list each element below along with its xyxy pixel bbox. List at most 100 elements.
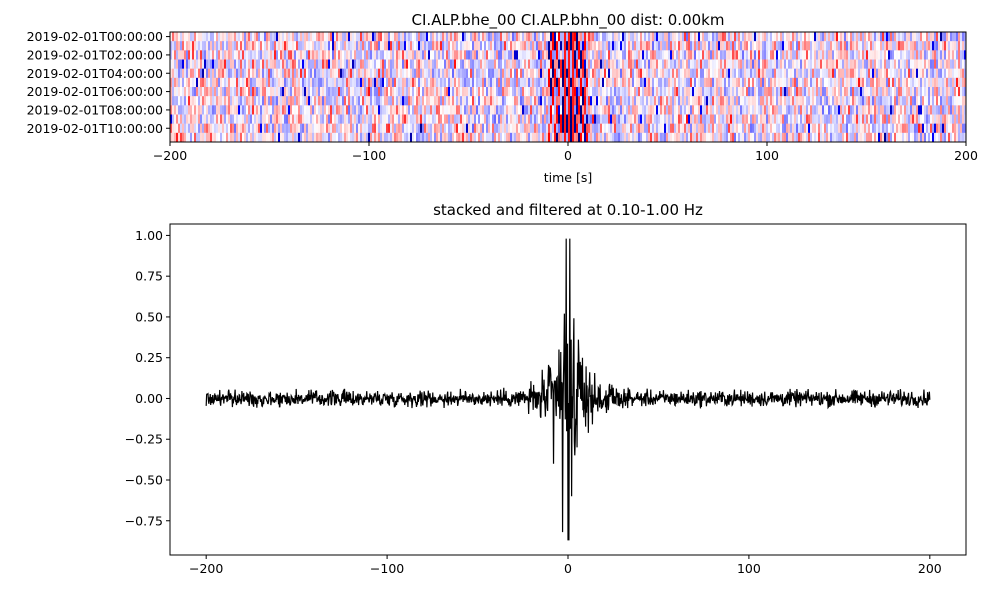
- heatmap-cell: [844, 96, 847, 106]
- heatmap-cell: [534, 114, 537, 124]
- heatmap-cell: [658, 50, 661, 60]
- heatmap-cell: [436, 68, 439, 79]
- heatmap-cell: [278, 50, 281, 60]
- heatmap-cell: [832, 87, 835, 97]
- heatmap-cell: [900, 68, 903, 79]
- heatmap-cell: [812, 77, 815, 88]
- heatmap-cell: [578, 132, 581, 143]
- heatmap-cell: [288, 105, 291, 115]
- heatmap-cell: [586, 114, 589, 124]
- heatmap-cell: [708, 50, 711, 60]
- heatmap-cell: [424, 68, 427, 79]
- heatmap-cell: [352, 68, 355, 79]
- heatmap-cell: [340, 50, 343, 60]
- heatmap-cell: [248, 132, 251, 143]
- heatmap-cell: [414, 50, 417, 60]
- heatmap-cell: [674, 123, 677, 134]
- heatmap-cell: [276, 32, 279, 42]
- heatmap-cell: [850, 77, 853, 88]
- heatmap-cell: [218, 68, 221, 79]
- heatmap-cell: [370, 32, 373, 42]
- heatmap-cell: [936, 41, 939, 51]
- heatmap-cell: [796, 132, 799, 143]
- heatmap-cell: [556, 59, 559, 69]
- heatmap-cell: [384, 96, 387, 106]
- heatmap-cell: [234, 132, 237, 143]
- heatmap-cell: [284, 132, 287, 143]
- heatmap-cell: [510, 41, 513, 51]
- heatmap-cell: [614, 41, 617, 51]
- heatmap-cell: [942, 77, 945, 88]
- heatmap-cell: [824, 114, 827, 124]
- heatmap-cell: [606, 123, 609, 134]
- heatmap-cell: [676, 32, 679, 42]
- heatmap-cell: [674, 77, 677, 88]
- heatmap-cell: [330, 105, 333, 115]
- heatmap-cell: [874, 68, 877, 79]
- heatmap-cell: [858, 68, 861, 79]
- heatmap-cell: [956, 87, 959, 97]
- heatmap-cell: [188, 123, 191, 134]
- heatmap-cell: [376, 96, 379, 106]
- heatmap-cell: [424, 114, 427, 124]
- heatmap-cell: [864, 41, 867, 51]
- heatmap-cell: [558, 77, 561, 88]
- heatmap-cell: [490, 50, 493, 60]
- heatmap-cell: [526, 96, 529, 106]
- heatmap-cell: [482, 105, 485, 115]
- heatmap-cell: [822, 50, 825, 60]
- heatmap-cell: [508, 77, 511, 88]
- heatmap-cell: [440, 50, 443, 60]
- heatmap-cell: [216, 77, 219, 88]
- heatmap-cell: [194, 87, 197, 97]
- heatmap-cell: [652, 50, 655, 60]
- heatmap-cell: [780, 32, 783, 42]
- heatmap-cell: [562, 96, 565, 106]
- heatmap-cell: [710, 123, 713, 134]
- heatmap-cell: [494, 123, 497, 134]
- heatmap-cell: [690, 123, 693, 134]
- heatmap-cell: [902, 96, 905, 106]
- heatmap-cell: [616, 105, 619, 115]
- heatmap-cell: [420, 59, 423, 69]
- heatmap-cell: [472, 105, 475, 115]
- heatmap-cell: [458, 50, 461, 60]
- heatmap-cell: [938, 50, 941, 60]
- heatmap-cell: [424, 132, 427, 143]
- heatmap-cell: [820, 32, 823, 42]
- heatmap-cell: [526, 32, 529, 42]
- heatmap-cell: [402, 96, 405, 106]
- heatmap-cell: [746, 59, 749, 69]
- heatmap-cell: [726, 32, 729, 42]
- heatmap-cell: [604, 77, 607, 88]
- heatmap-cell: [738, 114, 741, 124]
- heatmap-cell: [172, 87, 175, 97]
- heatmap-cell: [938, 68, 941, 79]
- heatmap-cell: [494, 50, 497, 60]
- heatmap-cell: [640, 114, 643, 124]
- heatmap-cell: [962, 32, 965, 42]
- heatmap-cell: [394, 114, 397, 124]
- heatmap-cell: [208, 41, 211, 51]
- heatmap-cell: [672, 68, 675, 79]
- heatmap-cell: [446, 68, 449, 79]
- heatmap-cell: [690, 68, 693, 79]
- heatmap-cell: [446, 105, 449, 115]
- heatmap-cell: [818, 87, 821, 97]
- heatmap-cell: [202, 32, 205, 42]
- heatmap-cell: [832, 96, 835, 106]
- heatmap-cell: [534, 123, 537, 134]
- heatmap-cell: [630, 96, 633, 106]
- heatmap-cell: [720, 87, 723, 97]
- heatmap-cell: [954, 87, 957, 97]
- heatmap-cell: [704, 32, 707, 42]
- heatmap-cell: [328, 77, 331, 88]
- heatmap-cell: [322, 59, 325, 69]
- heatmap-cell: [366, 50, 369, 60]
- heatmap-cell: [516, 77, 519, 88]
- heatmap-cell: [318, 132, 321, 143]
- heatmap-cell: [314, 32, 317, 42]
- heatmap-cell: [922, 32, 925, 42]
- heatmap-cell: [394, 32, 397, 42]
- heatmap-cell: [252, 96, 255, 106]
